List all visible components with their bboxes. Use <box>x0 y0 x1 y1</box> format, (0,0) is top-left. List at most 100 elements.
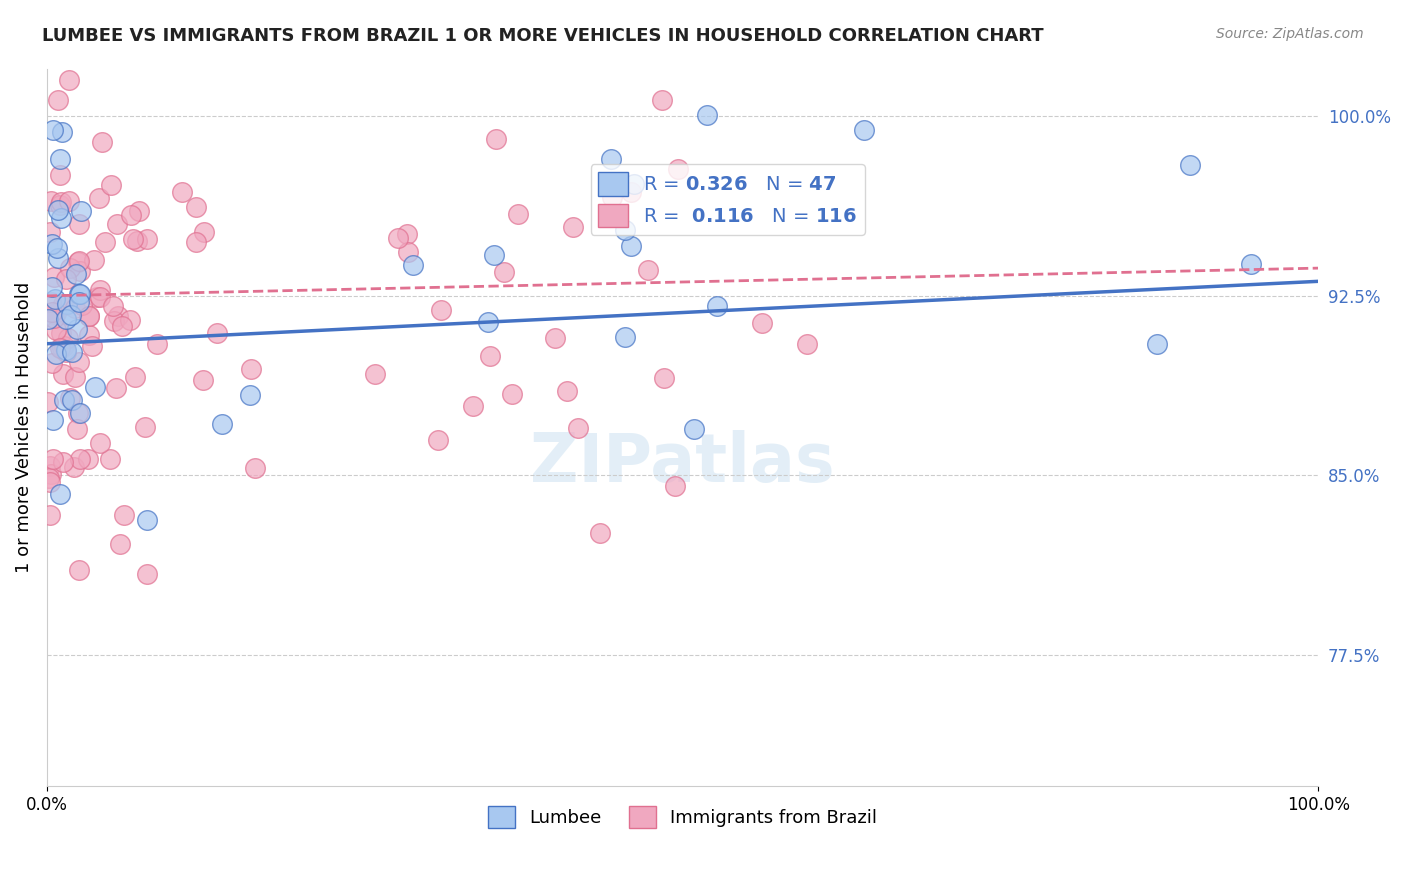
Immigrants from Brazil <box>37 395 59 409</box>
Immigrants from Brazil <box>83 252 105 267</box>
Immigrants from Brazil <box>41 356 63 370</box>
Immigrants from Brazil <box>364 367 387 381</box>
Lumbee <box>45 347 67 361</box>
Lumbee <box>683 422 706 436</box>
Immigrants from Brazil <box>134 420 156 434</box>
Lumbee <box>600 152 623 166</box>
Immigrants from Brazil <box>77 452 100 467</box>
Immigrants from Brazil <box>41 305 63 319</box>
Immigrants from Brazil <box>77 327 100 342</box>
Immigrants from Brazil <box>87 191 110 205</box>
Immigrants from Brazil <box>69 217 91 231</box>
Immigrants from Brazil <box>55 344 77 359</box>
Immigrants from Brazil <box>51 326 73 340</box>
Lumbee <box>45 241 67 255</box>
Immigrants from Brazil <box>49 194 72 209</box>
Immigrants from Brazil <box>39 475 62 489</box>
Immigrants from Brazil <box>651 94 673 108</box>
Immigrants from Brazil <box>111 319 134 334</box>
Immigrants from Brazil <box>63 301 86 316</box>
Lumbee <box>614 329 637 343</box>
Immigrants from Brazil <box>82 339 104 353</box>
Immigrants from Brazil <box>105 217 128 231</box>
Immigrants from Brazil <box>654 371 676 385</box>
Immigrants from Brazil <box>51 341 73 355</box>
Immigrants from Brazil <box>91 135 114 149</box>
Immigrants from Brazil <box>63 460 86 475</box>
Immigrants from Brazil <box>49 342 72 356</box>
Immigrants from Brazil <box>589 525 612 540</box>
Y-axis label: 1 or more Vehicles in Household: 1 or more Vehicles in Household <box>15 282 32 574</box>
Immigrants from Brazil <box>46 93 69 107</box>
Immigrants from Brazil <box>39 225 62 239</box>
Immigrants from Brazil <box>112 508 135 523</box>
Immigrants from Brazil <box>67 563 90 577</box>
Immigrants from Brazil <box>120 312 142 326</box>
Immigrants from Brazil <box>107 309 129 323</box>
Immigrants from Brazil <box>42 270 65 285</box>
Lumbee <box>69 406 91 420</box>
Immigrants from Brazil <box>103 314 125 328</box>
Immigrants from Brazil <box>396 227 419 242</box>
Immigrants from Brazil <box>120 208 142 222</box>
Immigrants from Brazil <box>89 290 111 304</box>
Immigrants from Brazil <box>59 260 82 275</box>
Lumbee <box>60 345 83 359</box>
Lumbee <box>46 251 69 265</box>
Immigrants from Brazil <box>430 302 453 317</box>
Immigrants from Brazil <box>49 169 72 183</box>
Immigrants from Brazil <box>39 508 62 523</box>
Lumbee <box>41 237 63 252</box>
Immigrants from Brazil <box>172 186 194 200</box>
Immigrants from Brazil <box>387 230 409 244</box>
Lumbee <box>211 417 233 432</box>
Lumbee <box>51 125 73 139</box>
Immigrants from Brazil <box>796 337 818 351</box>
Immigrants from Brazil <box>67 355 90 369</box>
Lumbee <box>55 343 77 357</box>
Immigrants from Brazil <box>485 132 508 146</box>
Immigrants from Brazil <box>66 406 89 420</box>
Immigrants from Brazil <box>243 461 266 475</box>
Immigrants from Brazil <box>184 200 207 214</box>
Immigrants from Brazil <box>492 265 515 279</box>
Lumbee <box>52 392 75 407</box>
Immigrants from Brazil <box>666 161 689 176</box>
Immigrants from Brazil <box>59 392 82 406</box>
Immigrants from Brazil <box>124 369 146 384</box>
Immigrants from Brazil <box>637 263 659 277</box>
Lumbee <box>706 299 728 313</box>
Immigrants from Brazil <box>557 384 579 399</box>
Immigrants from Brazil <box>128 204 150 219</box>
Immigrants from Brazil <box>38 471 60 485</box>
Immigrants from Brazil <box>39 459 62 474</box>
Immigrants from Brazil <box>602 190 624 204</box>
Lumbee <box>1178 158 1201 172</box>
Immigrants from Brazil <box>567 421 589 435</box>
Immigrants from Brazil <box>52 455 75 469</box>
Lumbee <box>62 392 84 407</box>
Immigrants from Brazil <box>52 339 75 353</box>
Immigrants from Brazil <box>55 297 77 311</box>
Lumbee <box>44 292 66 306</box>
Lumbee <box>1146 336 1168 351</box>
Immigrants from Brazil <box>42 307 65 321</box>
Immigrants from Brazil <box>67 254 90 268</box>
Lumbee <box>65 267 87 281</box>
Lumbee <box>482 248 505 262</box>
Immigrants from Brazil <box>501 387 523 401</box>
Immigrants from Brazil <box>146 337 169 351</box>
Immigrants from Brazil <box>45 306 67 320</box>
Immigrants from Brazil <box>98 452 121 467</box>
Immigrants from Brazil <box>69 264 91 278</box>
Lumbee <box>66 321 89 335</box>
Lumbee <box>853 123 876 137</box>
Lumbee <box>696 108 718 122</box>
Lumbee <box>42 122 65 136</box>
Immigrants from Brazil <box>39 194 62 209</box>
Immigrants from Brazil <box>110 537 132 551</box>
Immigrants from Brazil <box>506 207 529 221</box>
Immigrants from Brazil <box>55 272 77 286</box>
Immigrants from Brazil <box>561 219 583 234</box>
Lumbee <box>48 487 70 501</box>
